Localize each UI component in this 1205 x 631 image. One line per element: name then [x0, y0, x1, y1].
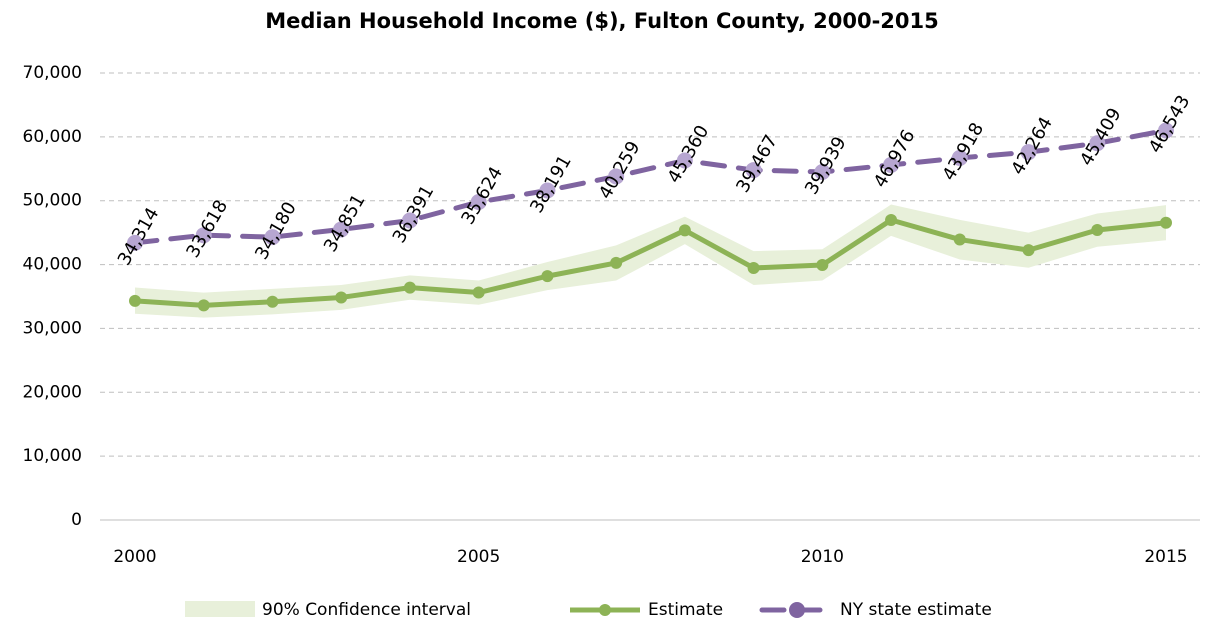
legend-swatch	[789, 602, 805, 618]
series-marker	[335, 291, 348, 304]
series-marker	[1089, 135, 1106, 152]
series-marker	[814, 163, 831, 180]
series-marker	[678, 224, 691, 237]
data-label: 35,624	[457, 163, 507, 228]
data-label: 34,314	[114, 204, 164, 269]
chart-title: Median Household Income ($), Fulton Coun…	[265, 9, 939, 33]
series-line	[132, 127, 1169, 246]
x-tick-label: 2000	[113, 547, 156, 567]
legend-label: 90% Confidence interval	[262, 600, 471, 620]
series-marker	[608, 168, 625, 185]
x-tick-label: 2015	[1144, 547, 1187, 567]
y-tick-label: 50,000	[23, 191, 82, 211]
series-marker	[1020, 144, 1037, 161]
legend-label: Estimate	[648, 600, 723, 620]
data-label: 39,467	[732, 131, 782, 196]
series-marker	[885, 214, 898, 227]
series-marker	[1091, 224, 1104, 237]
series-marker	[539, 182, 556, 199]
series-marker	[951, 149, 968, 166]
series-marker	[403, 281, 416, 294]
series-marker	[816, 258, 829, 271]
series-marker	[470, 193, 487, 210]
data-label: 46,976	[870, 126, 920, 191]
data-label: 33,618	[182, 196, 232, 261]
series-marker	[745, 162, 762, 179]
series-marker	[197, 299, 210, 312]
y-tick-label: 0	[71, 510, 82, 530]
series-marker	[1158, 122, 1174, 139]
series-marker	[953, 233, 966, 246]
series-marker	[129, 294, 141, 307]
series-marker	[1022, 244, 1035, 257]
y-tick-label: 30,000	[23, 318, 82, 338]
series-marker	[472, 286, 485, 299]
series-marker	[541, 270, 554, 283]
y-tick-label: 70,000	[23, 63, 82, 83]
x-tick-label: 2010	[801, 547, 844, 567]
series-marker	[266, 295, 279, 308]
data-label: 42,264	[1007, 113, 1057, 178]
y-tick-label: 40,000	[23, 255, 82, 275]
series-marker	[195, 227, 212, 244]
legend-label: NY state estimate	[840, 600, 992, 620]
legend-swatch	[599, 604, 611, 616]
series-marker	[264, 229, 281, 246]
data-label: 45,360	[664, 122, 714, 187]
y-tick-label: 10,000	[23, 446, 82, 466]
legend-swatch	[185, 601, 255, 617]
data-label: 34,180	[251, 198, 301, 263]
series-marker	[610, 256, 623, 269]
data-label: 43,918	[939, 119, 989, 184]
series-marker	[127, 234, 143, 251]
data-label: 46,543	[1145, 92, 1195, 157]
y-tick-label: 20,000	[23, 382, 82, 402]
series-marker	[401, 212, 418, 229]
series-marker	[676, 152, 693, 169]
data-label: 39,939	[801, 133, 851, 198]
y-tick-label: 60,000	[23, 127, 82, 147]
series-marker	[747, 261, 760, 274]
series-marker	[883, 156, 900, 173]
x-tick-label: 2005	[457, 547, 500, 567]
series-marker	[333, 221, 350, 238]
series-marker	[1160, 216, 1172, 229]
series-line	[134, 217, 1167, 308]
